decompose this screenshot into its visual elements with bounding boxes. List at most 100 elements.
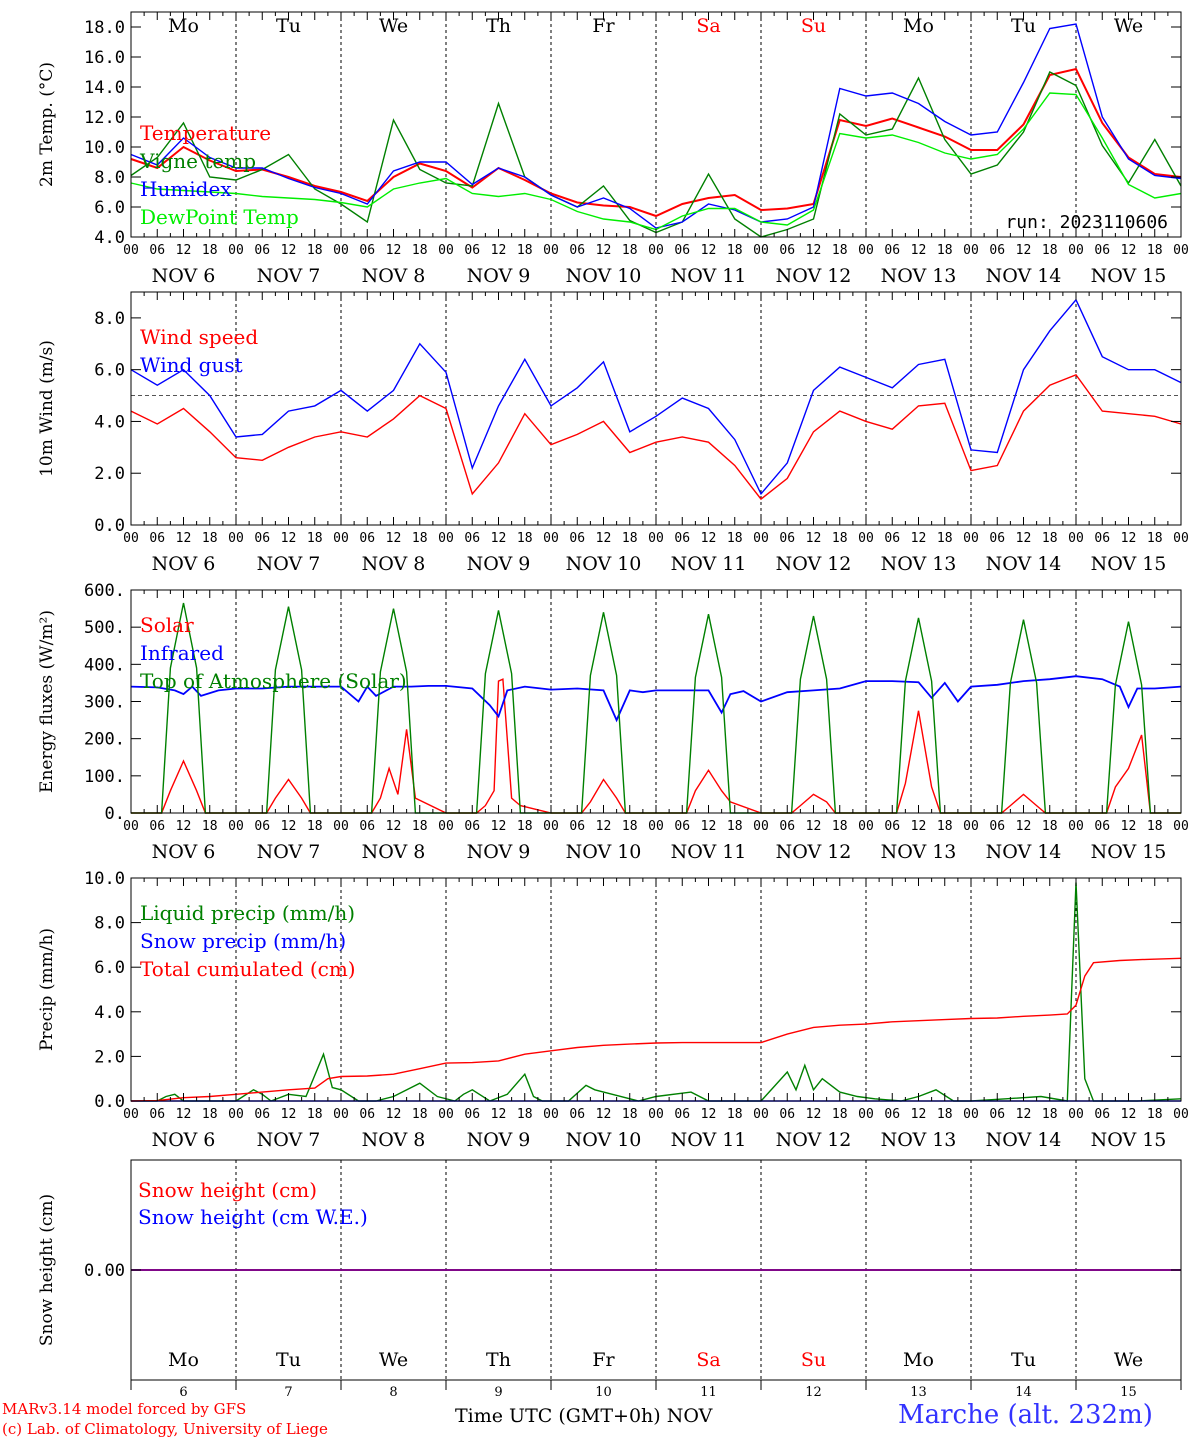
y-tick-label: 12.0 [84, 108, 125, 128]
weekday-label: Fr [592, 1349, 615, 1371]
temperature-line [130, 67, 1182, 218]
hour-tick-label: 12 [386, 1107, 402, 1122]
hour-tick-label: 00 [228, 243, 244, 258]
hour-tick-label: 06 [884, 243, 900, 258]
weekday-label: Tu [1011, 1349, 1036, 1371]
y-tick-label: 100. [84, 767, 125, 787]
hour-tick-label: 06 [779, 819, 795, 834]
date-label: NOV 11 [671, 265, 747, 287]
hour-tick-label: 06 [464, 531, 480, 546]
weekday-label: We [379, 1349, 408, 1371]
vigne-temp-legend: Vigne temp [139, 149, 256, 173]
solar-line [131, 678, 1181, 814]
hour-tick-label: 18 [1147, 1107, 1163, 1122]
temperature-panel: 4.0 6.0 8.0 10.0 12.0 14.0 16.0 18.0 2m Temp. (°… [37, 11, 1189, 287]
hour-tick-label: 12 [386, 531, 402, 546]
hour-tick-label: 18 [307, 819, 323, 834]
hour-tick-label: 00 [543, 531, 559, 546]
hour-tick-label: 18 [832, 1107, 848, 1122]
hour-tick-label: 12 [281, 819, 297, 834]
hour-tick-label: 06 [359, 819, 375, 834]
date-label: NOV 6 [152, 265, 216, 287]
hour-tick-label: 18 [412, 531, 428, 546]
hour-tick-label: 00 [1068, 531, 1084, 546]
day-number-label: 12 [805, 1385, 822, 1400]
y-tick-label: 0. [105, 804, 125, 824]
date-label: NOV 10 [566, 841, 642, 863]
hour-tick-label: 12 [596, 1107, 612, 1122]
hour-tick-label: 12 [701, 243, 717, 258]
hour-tick-label: 12 [386, 243, 402, 258]
date-label: NOV 8 [362, 1129, 426, 1151]
hour-tick-label: 18 [622, 819, 638, 834]
hour-tick-label: 00 [753, 1107, 769, 1122]
hour-tick-label: 00 [543, 243, 559, 258]
hour-tick-label: 00 [753, 243, 769, 258]
hour-tick-label: 12 [806, 1107, 822, 1122]
hour-tick-label: 06 [569, 819, 585, 834]
hour-tick-label: 12 [281, 1107, 297, 1122]
date-label: NOV 11 [671, 1129, 747, 1151]
hour-tick-label: 12 [1016, 819, 1032, 834]
y-axis-label: Precip (mm/h) [37, 928, 57, 1051]
energy-panel: 0. 100. 200. 300. 400. 500. 600. Energy fluxes … [37, 581, 1189, 863]
hour-tick-label: 12 [491, 1107, 507, 1122]
date-label: NOV 13 [881, 1129, 957, 1151]
solar-legend: Solar [140, 613, 194, 637]
day-number-label: 11 [700, 1385, 717, 1400]
hour-tick-label: 06 [884, 819, 900, 834]
day-number-label: 13 [910, 1385, 927, 1400]
hour-tick-label: 06 [989, 243, 1005, 258]
weekday-label: Mo [903, 1349, 934, 1371]
date-label: NOV 15 [1091, 553, 1167, 575]
day-number-label: 14 [1015, 1385, 1032, 1400]
date-label: NOV 9 [467, 265, 531, 287]
hour-tick-label: 12 [176, 819, 192, 834]
weekday-label: Sa [696, 1349, 720, 1371]
hour-tick-label: 00 [1173, 819, 1189, 834]
hour-tick-label: 12 [1121, 819, 1137, 834]
toa-solar-legend: Top of Atmosphere (Solar) [140, 669, 407, 693]
hour-tick-label: 06 [254, 819, 270, 834]
day-number-label: 9 [494, 1385, 502, 1400]
lab-credit: (c) Lab. of Climatology, University of L… [2, 1420, 328, 1438]
y-tick-label: 0.0 [94, 1092, 125, 1112]
hour-tick-label: 00 [648, 1107, 664, 1122]
hour-tick-label: 06 [884, 1107, 900, 1122]
precip-panel: 0.0 2.0 4.0 6.0 8.0 10.0 Precip (mm/h) 00 06 12 18… [37, 869, 1189, 1151]
hour-tick-label: 00 [228, 1107, 244, 1122]
hour-tick-label: 12 [386, 819, 402, 834]
infrared-line [130, 675, 1182, 723]
snow-precip-legend: Snow precip (mm/h) [140, 929, 346, 953]
hour-tick-label: 00 [1173, 1107, 1189, 1122]
hour-tick-label: 18 [412, 1107, 428, 1122]
hour-tick-label: 06 [989, 531, 1005, 546]
hour-tick-label: 18 [937, 819, 953, 834]
hour-tick-label: 00 [1068, 819, 1084, 834]
date-label: NOV 9 [467, 553, 531, 575]
hour-tick-label: 12 [701, 531, 717, 546]
model-credit: MARv3.14 model forced by GFS [2, 1400, 247, 1418]
date-label: NOV 13 [881, 265, 957, 287]
hour-tick-label: 18 [622, 1107, 638, 1122]
day-number-label: 8 [389, 1385, 397, 1400]
hour-tick-label: 18 [727, 531, 743, 546]
day-number-label: 10 [595, 1385, 612, 1400]
hour-tick-label: 06 [254, 531, 270, 546]
date-label: NOV 8 [362, 265, 426, 287]
hour-tick-label: 18 [727, 243, 743, 258]
weekday-label: Mo [168, 1349, 199, 1371]
hour-tick-label: 00 [753, 531, 769, 546]
hour-tick-label: 06 [569, 243, 585, 258]
hour-tick-label: 00 [858, 819, 874, 834]
hour-tick-label: 06 [779, 243, 795, 258]
hour-tick-label: 00 [543, 819, 559, 834]
hour-tick-label: 18 [1042, 1107, 1058, 1122]
hour-tick-label: 00 [438, 1107, 454, 1122]
date-label: NOV 7 [257, 1129, 321, 1151]
hour-tick-label: 00 [333, 243, 349, 258]
hour-tick-label: 06 [779, 531, 795, 546]
hour-tick-label: 00 [963, 819, 979, 834]
date-label: NOV 7 [257, 553, 321, 575]
wind-gust-line [130, 298, 1182, 496]
